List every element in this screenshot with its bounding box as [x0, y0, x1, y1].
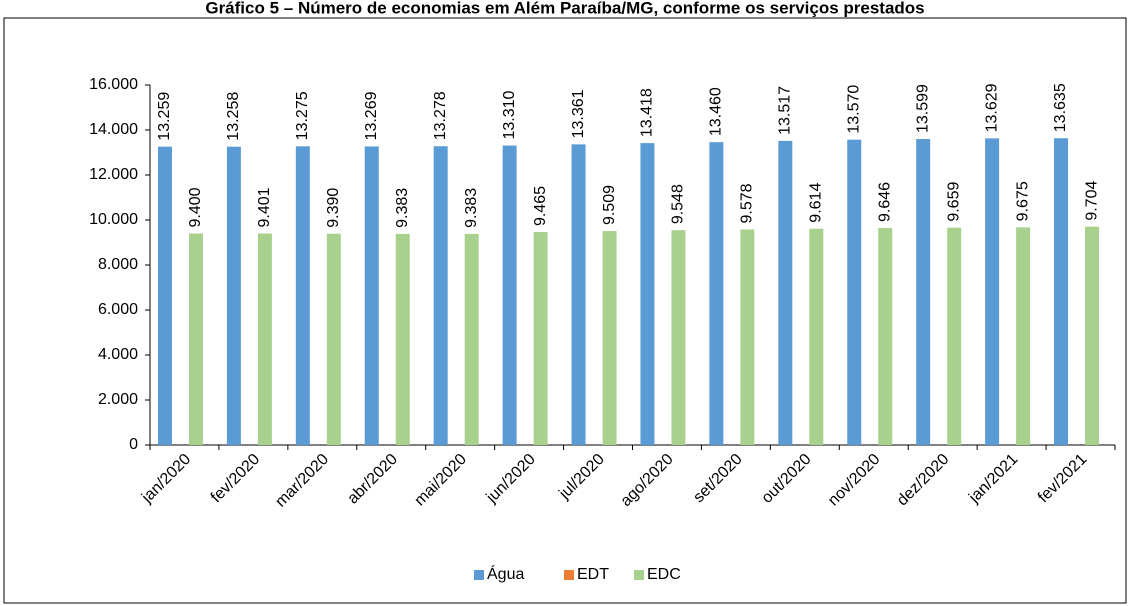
legend-swatch — [564, 570, 574, 580]
bar — [809, 228, 824, 445]
bar — [778, 140, 793, 445]
data-label: 9.509 — [601, 185, 618, 225]
data-label: 9.578 — [739, 183, 756, 223]
data-label: 13.570 — [845, 85, 862, 134]
data-label: 13.278 — [432, 91, 449, 140]
bar — [671, 230, 686, 445]
legend-label: Água — [487, 564, 524, 583]
data-label: 13.269 — [363, 91, 380, 140]
data-label: 9.646 — [876, 182, 893, 222]
data-label: 9.614 — [808, 183, 825, 223]
bar — [326, 233, 341, 445]
bar — [602, 231, 617, 445]
bar — [1054, 138, 1069, 445]
data-label: 13.361 — [570, 89, 587, 138]
bar — [640, 143, 655, 445]
data-label: 9.548 — [670, 184, 687, 224]
data-label: 9.383 — [463, 188, 480, 228]
data-label: 9.659 — [945, 182, 962, 222]
data-label: 13.275 — [294, 91, 311, 140]
bar — [709, 142, 724, 445]
bar — [847, 139, 862, 446]
bar — [502, 145, 517, 445]
y-tick-label: 0 — [129, 436, 138, 453]
bar — [740, 229, 755, 445]
bar — [1085, 226, 1100, 445]
bar — [464, 233, 479, 445]
bar — [257, 233, 272, 445]
data-label: 13.460 — [708, 87, 725, 136]
bar — [533, 232, 548, 445]
bar — [364, 146, 379, 445]
bar — [571, 144, 586, 445]
data-label: 13.418 — [639, 88, 656, 137]
bar — [916, 139, 931, 445]
bar — [1016, 227, 1031, 445]
data-label: 9.401 — [256, 187, 273, 227]
bar — [947, 227, 962, 445]
y-tick-label: 10.000 — [89, 211, 138, 228]
data-label: 13.258 — [225, 92, 242, 141]
legend-label: EDC — [647, 566, 681, 583]
bar — [878, 227, 893, 445]
data-label: 9.675 — [1014, 181, 1031, 221]
y-tick-label: 16.000 — [89, 76, 138, 93]
data-label: 13.599 — [914, 84, 931, 133]
data-label: 9.383 — [394, 188, 411, 228]
data-label: 13.310 — [501, 90, 518, 139]
legend-swatch — [474, 570, 484, 580]
y-tick-label: 12.000 — [89, 166, 138, 183]
bar — [188, 233, 203, 445]
data-label: 9.465 — [532, 186, 549, 226]
bar — [395, 233, 410, 445]
legend-label: EDT — [577, 566, 609, 583]
data-label: 9.400 — [187, 187, 204, 227]
y-tick-label: 8.000 — [98, 256, 138, 273]
data-label: 13.259 — [156, 92, 173, 141]
bar — [295, 146, 310, 445]
bar — [985, 138, 1000, 445]
data-label: 9.390 — [325, 188, 342, 228]
legend-swatch — [634, 570, 644, 580]
bar — [433, 146, 448, 445]
y-tick-label: 14.000 — [89, 121, 138, 138]
data-label: 9.704 — [1083, 181, 1100, 221]
bar — [157, 146, 172, 446]
bar — [226, 146, 241, 445]
y-tick-label: 4.000 — [98, 346, 138, 363]
y-tick-label: 2.000 — [98, 391, 138, 408]
y-tick-label: 6.000 — [98, 301, 138, 318]
data-label: 13.635 — [1052, 83, 1069, 132]
data-label: 13.517 — [777, 86, 794, 135]
data-label: 13.629 — [983, 83, 1000, 132]
chart-title: Gráfico 5 – Número de economias em Além … — [205, 0, 924, 17]
